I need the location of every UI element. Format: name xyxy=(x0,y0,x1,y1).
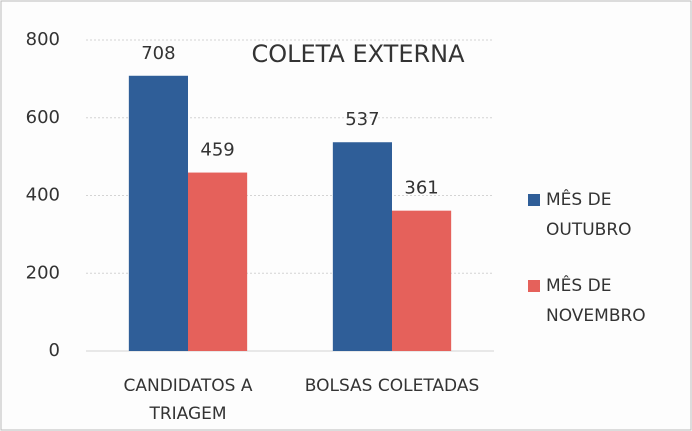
legend-label: MÊS DE OUTUBRO xyxy=(546,190,632,240)
x-tick-label: CANDIDATOS A TRIAGEM xyxy=(123,376,253,424)
bar xyxy=(188,172,248,351)
value-label: 537 xyxy=(345,109,379,130)
chart-title: COLETA EXTERNA xyxy=(251,40,465,68)
legend-swatch xyxy=(528,280,540,292)
bar xyxy=(392,210,452,351)
legend-swatch xyxy=(528,194,540,206)
y-tick-label: 600 xyxy=(26,107,60,128)
y-tick-label: 0 xyxy=(49,340,60,361)
y-tick-label: 200 xyxy=(26,262,60,283)
y-tick-label: 400 xyxy=(26,185,60,206)
y-tick-label: 800 xyxy=(26,29,60,50)
legend-entry: MÊS DE OUTUBRO xyxy=(528,185,688,245)
x-tick-label: BOLSAS COLETADAS xyxy=(304,376,480,396)
value-label: 708 xyxy=(141,43,175,64)
bar xyxy=(128,75,188,351)
value-label: 459 xyxy=(200,140,234,161)
value-label: 361 xyxy=(404,178,438,199)
legend-entry: MÊS DE NOVEMBRO xyxy=(528,271,688,331)
bar xyxy=(332,142,392,351)
legend-label: MÊS DE NOVEMBRO xyxy=(546,276,646,326)
